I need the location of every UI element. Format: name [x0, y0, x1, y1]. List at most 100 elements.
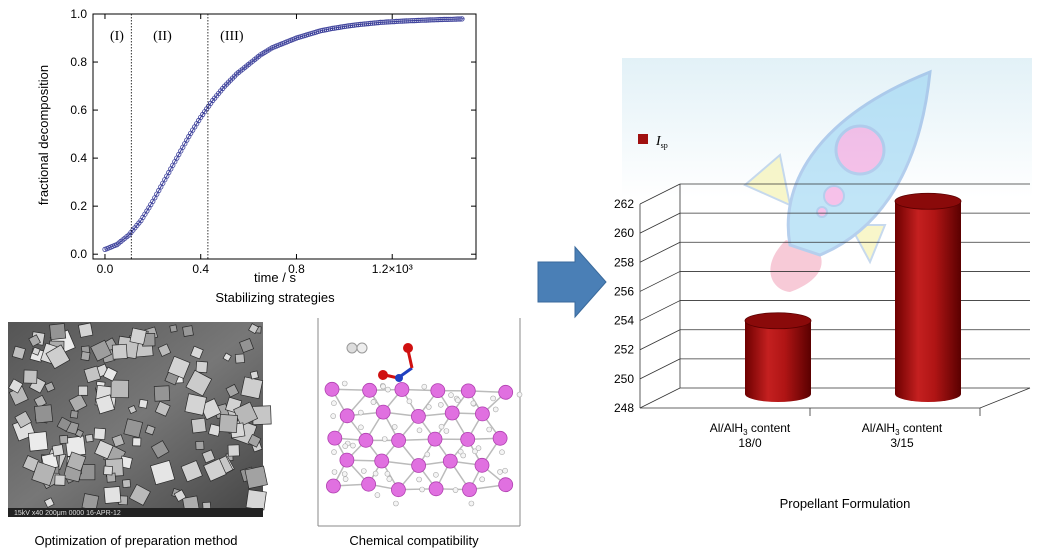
crystal	[78, 322, 94, 338]
crystal	[245, 489, 267, 511]
crystal	[66, 451, 87, 472]
series-line	[104, 18, 465, 250]
crystal	[222, 352, 232, 362]
category-label: Al/AlH3 content	[862, 421, 943, 437]
hydrogen-atom	[374, 492, 381, 498]
grid-line	[639, 241, 681, 263]
crystal	[227, 444, 240, 457]
crystal	[203, 458, 227, 482]
crystal	[157, 343, 172, 357]
crystal	[195, 440, 205, 450]
crystal	[68, 393, 88, 413]
y-tick-label: 1.0	[70, 7, 87, 21]
crystal	[182, 325, 194, 337]
al-atom	[430, 383, 446, 399]
curve-series	[102, 16, 465, 252]
data-point	[375, 19, 381, 26]
hydrogen-atom	[424, 451, 431, 458]
crystal	[218, 413, 238, 434]
crystal	[103, 486, 122, 504]
hydrogen-atom	[386, 476, 393, 482]
hydrogen-atom	[479, 476, 486, 483]
crystal	[78, 385, 88, 396]
oxygen-atom	[403, 343, 413, 353]
hydrogen-atom	[385, 386, 391, 393]
hydrogen-atom	[331, 449, 337, 455]
crystal	[225, 383, 240, 398]
hydrogen-atom	[416, 476, 422, 483]
crystal	[8, 378, 24, 394]
bar-body	[745, 320, 811, 402]
hydrogen-atom	[475, 445, 482, 452]
grid-line	[639, 183, 681, 205]
hydrogen-atom	[357, 409, 364, 416]
data-point	[453, 16, 459, 22]
crystal	[34, 404, 54, 424]
crystal	[190, 417, 207, 434]
grid-line	[639, 358, 681, 380]
isp-chart: 248 250 252 254 256 258 260 262 Isp Al/AlH3 con…	[614, 58, 1032, 511]
al-atom	[339, 452, 355, 468]
crystal	[195, 360, 208, 374]
al-atom	[410, 408, 426, 424]
category-label: Al/AlH3 content	[710, 421, 791, 437]
crystal	[44, 497, 55, 508]
hydrogen-atom	[448, 392, 454, 398]
crystal	[185, 369, 213, 397]
data-point	[335, 24, 341, 31]
hydrogen-atom	[358, 424, 364, 431]
hydrogen-atom	[342, 443, 349, 450]
bar-top	[894, 192, 962, 210]
grid-line	[639, 329, 681, 351]
crystal	[150, 460, 176, 486]
al-atom	[492, 430, 508, 446]
hydrogen-atom	[421, 383, 428, 390]
sem-image: 15kV x40 200μm 0000 16-APR-12	[8, 322, 272, 517]
x-tick-label: 0.4	[192, 262, 209, 276]
y-tick-label: 252	[614, 343, 634, 357]
crystal	[51, 444, 65, 457]
al-atom	[474, 406, 490, 422]
al-atom	[442, 453, 458, 469]
hydrogen-atom	[472, 448, 478, 455]
crystal	[154, 400, 171, 417]
crystal	[180, 460, 203, 483]
crystal	[31, 461, 57, 487]
legend-label: Isp	[655, 134, 668, 150]
x-tick-label: 0.8	[288, 262, 305, 276]
crystal	[28, 334, 41, 347]
mol-bonds	[331, 388, 507, 491]
hydrogen-atom	[381, 436, 388, 442]
y-tick-label: 0.0	[70, 247, 87, 261]
al-atom	[462, 482, 477, 498]
sem-caption: 15kV x40 200μm 0000 16-APR-12	[14, 510, 121, 517]
crystal	[93, 427, 106, 440]
y-tick-label: 0.2	[70, 199, 87, 213]
hydrogen-atom	[393, 500, 399, 507]
sem-crystals	[8, 322, 272, 514]
grid-line	[639, 300, 681, 321]
crystal	[167, 355, 191, 379]
al-atom	[394, 382, 410, 397]
al-atom	[361, 476, 377, 492]
crystal	[169, 324, 178, 333]
crystal	[201, 449, 216, 464]
compatibility-caption: Chemical compatibility	[349, 533, 479, 548]
al-atom	[374, 453, 390, 469]
hydrogen-atom	[331, 400, 337, 407]
hydrogen-atom	[330, 413, 337, 419]
al-atom	[427, 431, 443, 447]
hydrogen-atom	[499, 449, 505, 456]
hydrogen-atom	[452, 487, 459, 493]
crystal	[111, 343, 128, 360]
hydrogen-atom	[454, 397, 461, 404]
hydrogen-atom	[490, 395, 496, 402]
crystal	[184, 393, 207, 416]
hydrogen-atom	[416, 427, 423, 434]
hydrogen-atom	[360, 468, 367, 474]
crystal	[31, 346, 41, 356]
crystal	[27, 431, 49, 452]
crystal	[11, 345, 26, 360]
al-atom	[460, 431, 476, 447]
decomposition-chart: 0.00.20.40.60.81.00.0 0.4 0.8 1.2×10³ (I) (I…	[36, 7, 477, 285]
